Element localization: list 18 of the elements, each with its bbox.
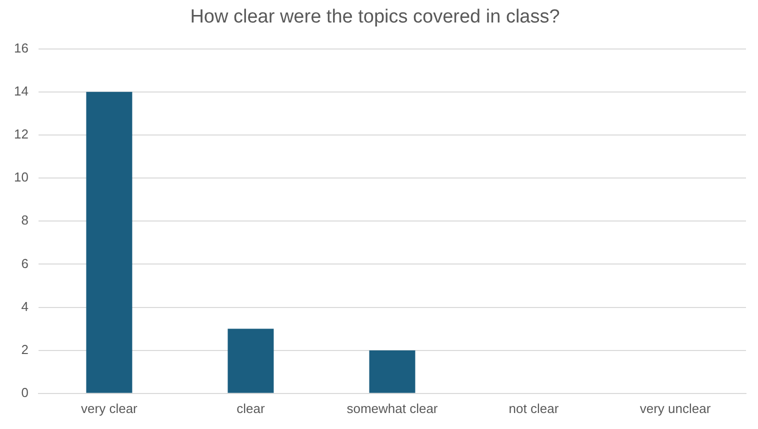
x-tick-label: somewhat clear [346,400,438,416]
x-tick-label: clear [236,400,266,416]
bar [228,328,274,393]
y-tick-label: 4 [21,298,28,314]
x-tick-label: very unclear [640,400,712,416]
bar [86,92,132,393]
bar [369,350,416,393]
chart-title: How clear were the topics covered in class? [190,6,560,28]
x-tick-label: very clear [81,400,138,416]
y-tick-label: 6 [21,256,28,271]
y-tick-label: 10 [14,170,28,185]
y-tick-label: 0 [21,384,28,400]
y-tick-label: 14 [14,83,28,98]
x-tick-label: not clear [508,400,560,416]
y-tick-label: 2 [21,342,28,357]
y-tick-label: 16 [14,40,28,56]
y-tick-label: 12 [14,126,28,142]
y-tick-label: 8 [21,212,28,228]
